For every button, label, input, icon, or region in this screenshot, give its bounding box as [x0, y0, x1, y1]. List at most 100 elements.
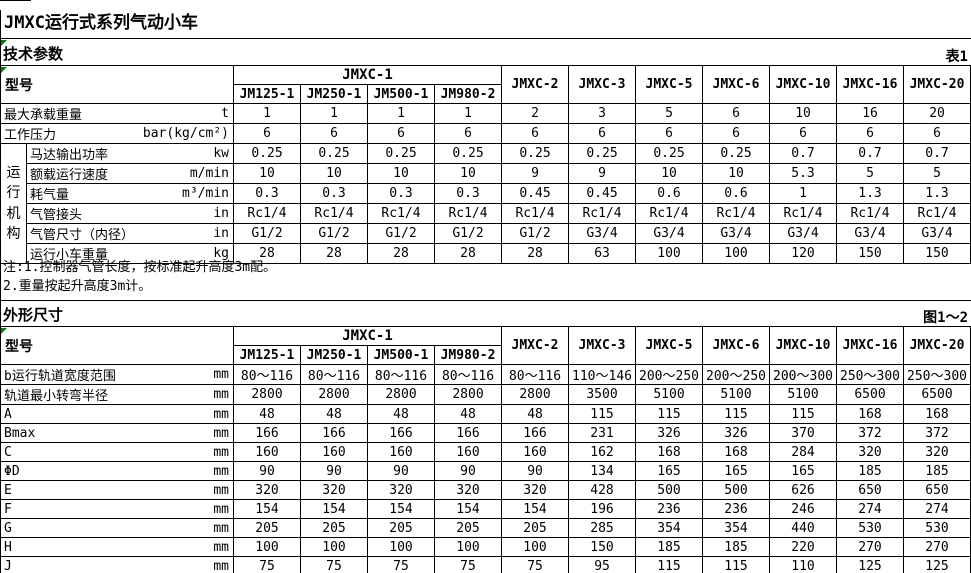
value-cell: G1/2 — [501, 223, 570, 244]
value-cell: 1.3 — [836, 183, 905, 204]
value-cell: 3 — [568, 103, 637, 124]
value-cell: 372 — [903, 423, 971, 443]
value-cell: 326 — [635, 423, 704, 443]
row-label: C — [4, 444, 12, 460]
value-cell: Rc1/4 — [233, 203, 301, 224]
row-unit: in — [213, 226, 229, 241]
value-cell: 0.3 — [233, 183, 301, 204]
label-unit-wrap: ΦD mm — [2, 464, 233, 479]
spec-row: 工作压力 bar(kg/cm²) 6 6 6 6 6 6 6 6 6 6 6 — [0, 123, 971, 144]
row-label-cell: b运行轨道宽度范围 mm — [0, 364, 234, 385]
row-unit: mm — [213, 520, 229, 536]
value-cell: 75 — [501, 556, 570, 573]
value-cell: 250～300 — [836, 364, 905, 385]
row-label-cell: 气管接头 in — [26, 203, 234, 224]
value-cell: 0.25 — [568, 143, 637, 164]
section2-divider — [0, 300, 971, 301]
value-cell: 284 — [769, 442, 838, 462]
value-cell: 200～250 — [635, 364, 704, 385]
value-cell: 125 — [836, 556, 905, 573]
value-cell: 205 — [501, 518, 570, 538]
value-cell: 80～116 — [501, 364, 570, 385]
value-cell: 115 — [769, 404, 838, 424]
value-cell: 28 — [501, 243, 570, 264]
value-cell: 0.25 — [433, 143, 503, 164]
technical-parameters-table: 型号 JMXC-1 JMXC-2 JMXC-3 JMXC-5 JMXC-6 JMXC-1… — [0, 65, 971, 264]
value-cell: 160 — [300, 442, 368, 462]
value-cell: 6 — [433, 123, 503, 144]
row-unit: mm — [213, 482, 229, 498]
value-cell: 48 — [300, 404, 368, 424]
value-cell: 0.3 — [367, 183, 435, 204]
value-cell: 246 — [769, 499, 838, 519]
row-unit: bar(kg/cm²) — [142, 126, 229, 141]
value-cell: 75 — [300, 556, 368, 573]
value-cell: 166 — [367, 423, 435, 443]
value-cell: 1 — [367, 103, 435, 124]
value-cell: Rc1/4 — [836, 203, 905, 224]
spec-row: 额载运行速度 m/min 10 10 10 10 9 9 10 10 5.3 5 5 — [1, 163, 971, 184]
value-cell: 16 — [836, 103, 905, 124]
value-cell: 48 — [233, 404, 301, 424]
group-model-header: JMXC-1 — [232, 326, 503, 346]
value-cell: G1/2 — [433, 223, 503, 244]
value-cell: G3/4 — [769, 223, 838, 244]
value-cell: 166 — [300, 423, 368, 443]
value-cell: 10 — [635, 163, 704, 184]
value-cell: Rc1/4 — [433, 203, 503, 224]
row-unit: mm — [213, 367, 229, 382]
row-label-cell: 轨道最小转弯半径 mm — [0, 384, 234, 405]
value-cell: 220 — [769, 537, 838, 557]
value-cell: 10 — [367, 163, 435, 184]
table2-body: b运行轨道宽度范围 mm 80～116 80～116 80～116 80～116 80～11… — [0, 364, 971, 573]
value-cell: 134 — [568, 461, 637, 481]
value-cell: 5100 — [635, 384, 704, 405]
page-title: JMXC运行式系列气动小车 — [4, 13, 198, 33]
value-cell: 100 — [702, 243, 771, 264]
model-column-header: JMXC-10 — [769, 65, 838, 104]
row-label: 气管尺寸（内径） — [30, 228, 135, 243]
value-cell: 0.3 — [300, 183, 368, 204]
value-cell: 10 — [702, 163, 771, 184]
subheader-row: JM125-1 JM250-1 JM500-1 JM980-2 — [1, 345, 971, 365]
value-cell: 1 — [300, 103, 368, 124]
value-cell: 80～116 — [367, 364, 435, 385]
value-cell: 0.25 — [635, 143, 704, 164]
value-cell: 0.25 — [300, 143, 368, 164]
header-row: 型号 JMXC-1 JMXC-2 JMXC-3 JMXC-5 JMXC-6 JMXC-1… — [0, 65, 971, 104]
row-unit: mm — [213, 558, 229, 573]
value-cell: 6 — [903, 123, 971, 144]
value-cell: 0.7 — [903, 143, 971, 164]
model-column-header: JMXC-2 — [501, 65, 570, 104]
value-cell: 6500 — [836, 384, 905, 405]
row-unit: kg — [213, 246, 229, 261]
value-cell: 166 — [501, 423, 570, 443]
value-cell: 320 — [233, 480, 301, 500]
spec-row: 气管尺寸（内径） in G1/2 G1/2 G1/2 G1/2 G1/2 G3/4 G3/4 G3… — [1, 223, 971, 244]
row-label: 运行小车重量 — [30, 248, 109, 263]
submodel-column-header: JM250-1 — [300, 84, 368, 104]
row-label-cell: 最大承载重量 t — [0, 103, 234, 124]
value-cell: G1/2 — [300, 223, 368, 244]
value-cell: 0.45 — [501, 183, 570, 204]
value-cell: 428 — [568, 480, 637, 500]
model-column-header: JMXC-3 — [568, 326, 637, 365]
value-cell: 115 — [702, 556, 771, 573]
value-cell: 80～116 — [233, 364, 301, 385]
row-unit: in — [213, 206, 229, 221]
value-cell: 2800 — [233, 384, 301, 405]
table1-body: 最大承载重量 t 1 1 1 1 2 3 5 6 10 16 20 工作压力 bar(kg/cm²) 6 6 6 6… — [0, 103, 971, 264]
value-cell: 10 — [300, 163, 368, 184]
label-unit-wrap: 耗气量 m³/min — [28, 185, 233, 203]
value-cell: 6 — [702, 103, 771, 124]
value-cell: 5100 — [702, 384, 771, 405]
spec-row: 运 行 机 构马达输出功率 kw 0.25 0.25 0.25 0.25 0.25 0.25 0… — [0, 143, 971, 264]
value-cell: 650 — [903, 480, 971, 500]
value-cell: 320 — [836, 442, 905, 462]
value-cell: 48 — [501, 404, 570, 424]
